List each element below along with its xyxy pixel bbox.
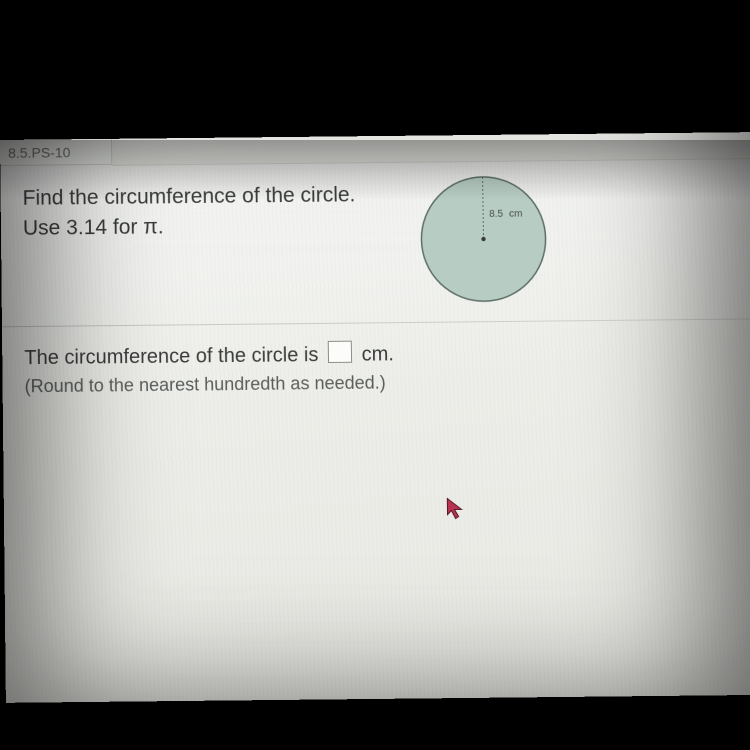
answer-hint: (Round to the nearest hundredth as neede… (25, 372, 395, 397)
prompt-line2: Use 3.14 for π. (23, 210, 404, 244)
prompt-line1: Find the circumference of the circle. (22, 180, 403, 214)
answer-post: cm. (361, 343, 394, 365)
problem-id-label: 8.5.PS-10 (8, 144, 70, 161)
prompt-text: Find the circumference of the circle. Us… (22, 180, 403, 245)
cursor-icon (447, 498, 461, 518)
answer-pre: The circumference of the circle is (24, 344, 318, 369)
radius-value-label: 8.5 (489, 209, 504, 220)
prompt-row: Find the circumference of the circle. Us… (22, 176, 730, 304)
content-area: Find the circumference of the circle. Us… (0, 158, 750, 703)
photo-frame: 8.5.PS-10 Find the circumference of the … (0, 0, 750, 750)
answer-input[interactable] (328, 341, 352, 363)
screen-region: 8.5.PS-10 Find the circumference of the … (0, 132, 750, 703)
radius-unit-label: cm (509, 209, 522, 220)
mouse-cursor (445, 496, 465, 520)
problem-id-tab: 8.5.PS-10 (0, 139, 112, 166)
answer-block: The circumference of the circle is cm. (… (24, 340, 394, 397)
circle-svg: 8.5 cm (410, 170, 562, 312)
answer-sentence: The circumference of the circle is cm. (24, 340, 394, 370)
circle-diagram: 8.5 cm (410, 170, 562, 312)
